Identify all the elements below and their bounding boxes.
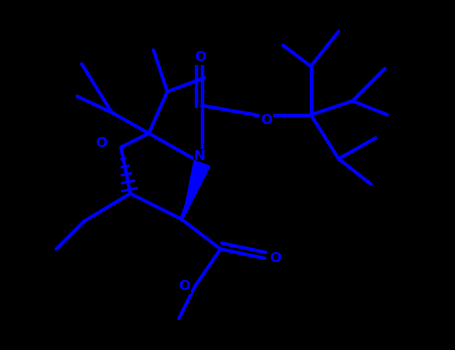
Text: O: O xyxy=(194,50,206,64)
Text: O: O xyxy=(269,251,281,265)
Text: O: O xyxy=(179,279,191,293)
Text: O: O xyxy=(95,135,107,149)
Polygon shape xyxy=(182,161,210,219)
Text: O: O xyxy=(260,113,272,127)
Text: N: N xyxy=(194,149,206,163)
